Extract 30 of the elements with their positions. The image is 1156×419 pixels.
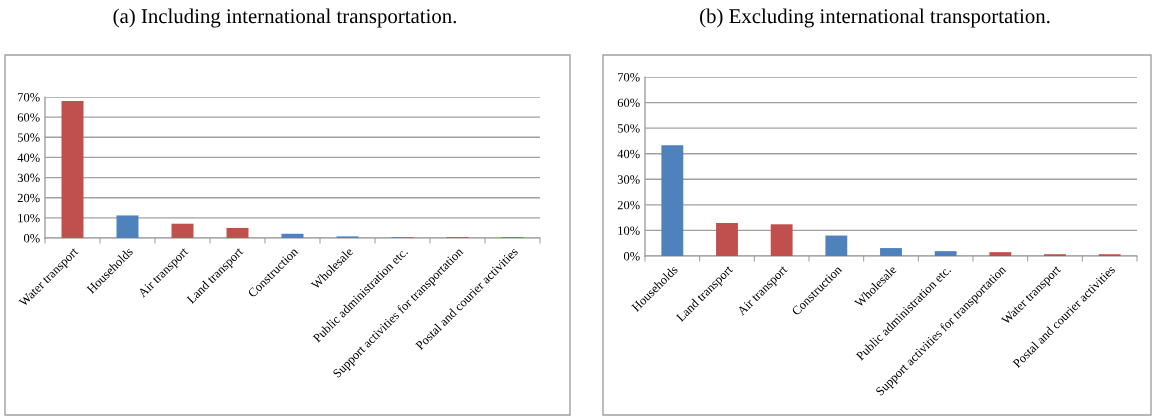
y-tick-label: 60% <box>617 98 640 108</box>
bar <box>171 223 194 238</box>
bar <box>116 215 139 238</box>
bar <box>880 248 902 256</box>
y-tick-label: 10% <box>18 213 40 223</box>
y-tick-label: 70% <box>18 93 40 102</box>
bar <box>716 223 738 256</box>
y-tick-label: 50% <box>617 124 640 133</box>
bar <box>989 252 1012 256</box>
y-tick-label: 60% <box>17 113 40 122</box>
y-tick-label: 40% <box>617 149 640 159</box>
bar <box>934 251 957 256</box>
bar <box>226 227 249 238</box>
y-tick-label: 0% <box>623 252 640 261</box>
bar <box>825 235 848 256</box>
y-tick-label: 30% <box>17 173 40 183</box>
bar <box>61 101 84 238</box>
y-tick-label: 40% <box>17 153 40 162</box>
bar <box>281 233 304 238</box>
y-tick-label: 20% <box>617 200 640 210</box>
bar <box>661 145 684 256</box>
chart-title: (a) Including international transportation. <box>113 8 457 28</box>
y-tick-label: 0% <box>23 234 40 243</box>
y-tick-label: 70% <box>618 73 640 82</box>
chart-title: (b) Excluding international transportation. <box>700 8 1050 28</box>
y-tick-label: 50% <box>17 133 40 142</box>
y-tick-label: 10% <box>618 226 640 235</box>
y-tick-label: 20% <box>17 193 40 203</box>
bar <box>770 224 793 256</box>
y-tick-label: 30% <box>617 175 640 184</box>
